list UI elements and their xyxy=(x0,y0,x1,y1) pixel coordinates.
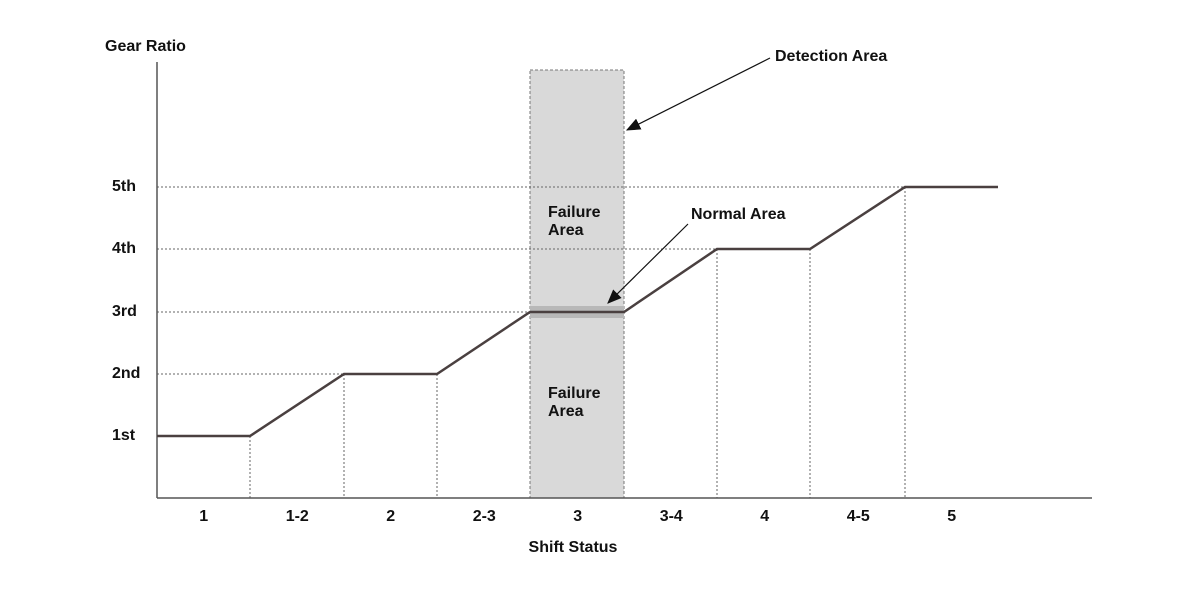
y-level-label: 2nd xyxy=(112,365,140,382)
arrow xyxy=(625,57,771,131)
y-level-label: 5th xyxy=(112,178,136,195)
gear-line xyxy=(157,185,998,438)
annotation: Area xyxy=(548,403,584,420)
y-level-label: 3rd xyxy=(112,303,137,320)
x-axis-label: Shift Status xyxy=(529,539,618,556)
x-category-label: 4-5 xyxy=(847,508,870,525)
annotation: Detection Area xyxy=(775,48,887,65)
detection-area xyxy=(529,69,625,499)
guides xyxy=(157,186,906,498)
x-category-label: 3 xyxy=(573,508,582,525)
y-level-label: 1st xyxy=(112,427,136,444)
arrow xyxy=(607,223,689,304)
annotation: Failure xyxy=(548,204,601,221)
x-category-label: 2 xyxy=(386,508,395,525)
y-level-label: 4th xyxy=(112,240,136,257)
x-category-label: 4 xyxy=(760,508,769,525)
y-axis-label: Gear Ratio xyxy=(105,38,186,55)
x-category-label: 1 xyxy=(199,508,208,525)
annotation: Normal Area xyxy=(691,206,786,223)
x-category-label: 1-2 xyxy=(286,508,309,525)
x-category-label: 5 xyxy=(947,508,956,525)
annotation: Failure xyxy=(548,385,601,402)
x-category-label: 2-3 xyxy=(473,508,496,525)
x-category-label: 3-4 xyxy=(660,508,683,525)
annotation: Area xyxy=(548,222,584,239)
